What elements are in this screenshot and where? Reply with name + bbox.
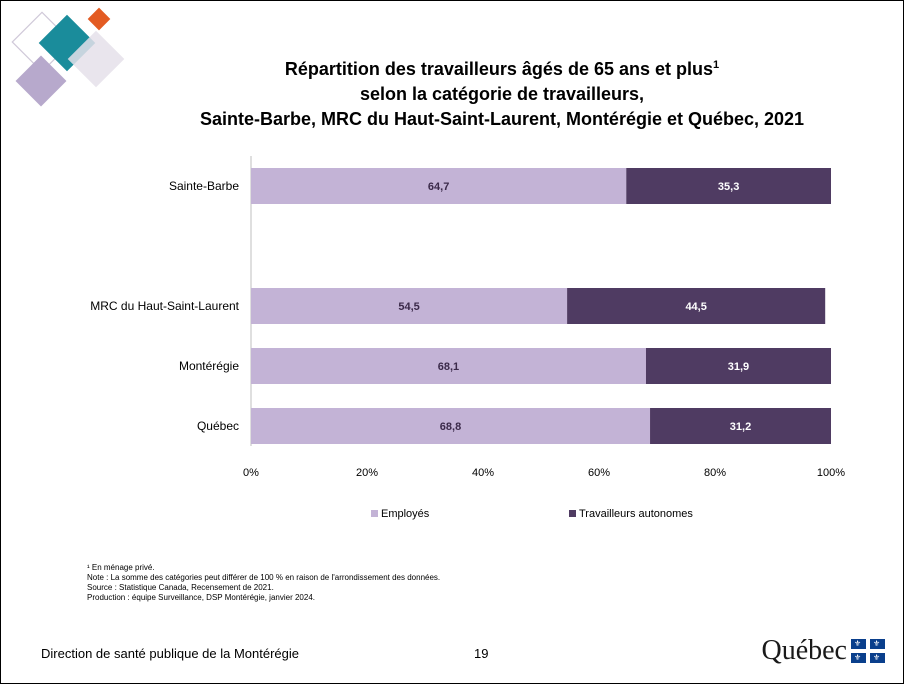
legend-label: Travailleurs autonomes xyxy=(579,508,693,520)
bar-segment xyxy=(626,168,831,204)
quebec-brand: Québec ⚜ ⚜ ⚜ ⚜ xyxy=(761,637,885,665)
quebec-fleurdelise-flag-icon: ⚜ ⚜ ⚜ ⚜ xyxy=(851,639,885,663)
x-tick-label: 80% xyxy=(704,467,726,479)
category-label: Québec xyxy=(197,419,239,433)
bar-segment xyxy=(650,408,831,444)
data-label: 44,5 xyxy=(685,301,706,313)
x-tick-label: 40% xyxy=(472,467,494,479)
bar-segment xyxy=(251,408,651,444)
data-label: 35,3 xyxy=(718,181,739,193)
data-label: 31,2 xyxy=(730,421,751,433)
legend-swatch xyxy=(569,510,576,517)
legend-swatch xyxy=(371,510,378,517)
footnotes: ¹ En ménage privé. Note : La somme des c… xyxy=(87,563,440,603)
data-label: 31,9 xyxy=(728,361,749,373)
category-label: Montérégie xyxy=(179,359,239,373)
page-number: 19 xyxy=(474,646,489,661)
bar-segment xyxy=(567,288,826,324)
bar-segment xyxy=(251,288,568,324)
category-label: MRC du Haut-Saint-Laurent xyxy=(90,299,239,313)
data-label: 54,5 xyxy=(398,301,419,313)
data-label: 68,1 xyxy=(438,361,459,373)
footnote-production: Production : équipe Surveillance, DSP Mo… xyxy=(87,593,315,602)
x-tick-label: 20% xyxy=(356,467,378,479)
footnote-note: Note : La somme des catégories peut diff… xyxy=(87,573,441,582)
data-label: 64,7 xyxy=(428,181,449,193)
legend-label: Employés xyxy=(381,508,430,520)
brand-wordmark: Québec xyxy=(761,635,847,666)
footnote-source: Source : Statistique Canada, Recensement… xyxy=(87,583,274,592)
category-label: Sainte-Barbe xyxy=(169,179,239,193)
chart-title: Répartition des travailleurs âgés de 65 … xyxy=(199,59,805,129)
organization-name: Direction de santé publique de la Montér… xyxy=(41,646,300,661)
x-tick-label: 0% xyxy=(243,467,259,479)
x-tick-label: 100% xyxy=(817,467,845,479)
bar-segment xyxy=(251,348,646,384)
footnote-1: ¹ En ménage privé. xyxy=(87,563,155,572)
decorative-diamonds-logo-icon xyxy=(11,7,125,107)
x-tick-label: 60% xyxy=(588,467,610,479)
bar-segment xyxy=(645,348,831,384)
stacked-bar-chart: Sainte-Barbe MRC du Haut-Saint-Laurent Mon… xyxy=(90,156,845,520)
bar-segment xyxy=(251,168,627,204)
data-label: 68,8 xyxy=(440,421,461,433)
